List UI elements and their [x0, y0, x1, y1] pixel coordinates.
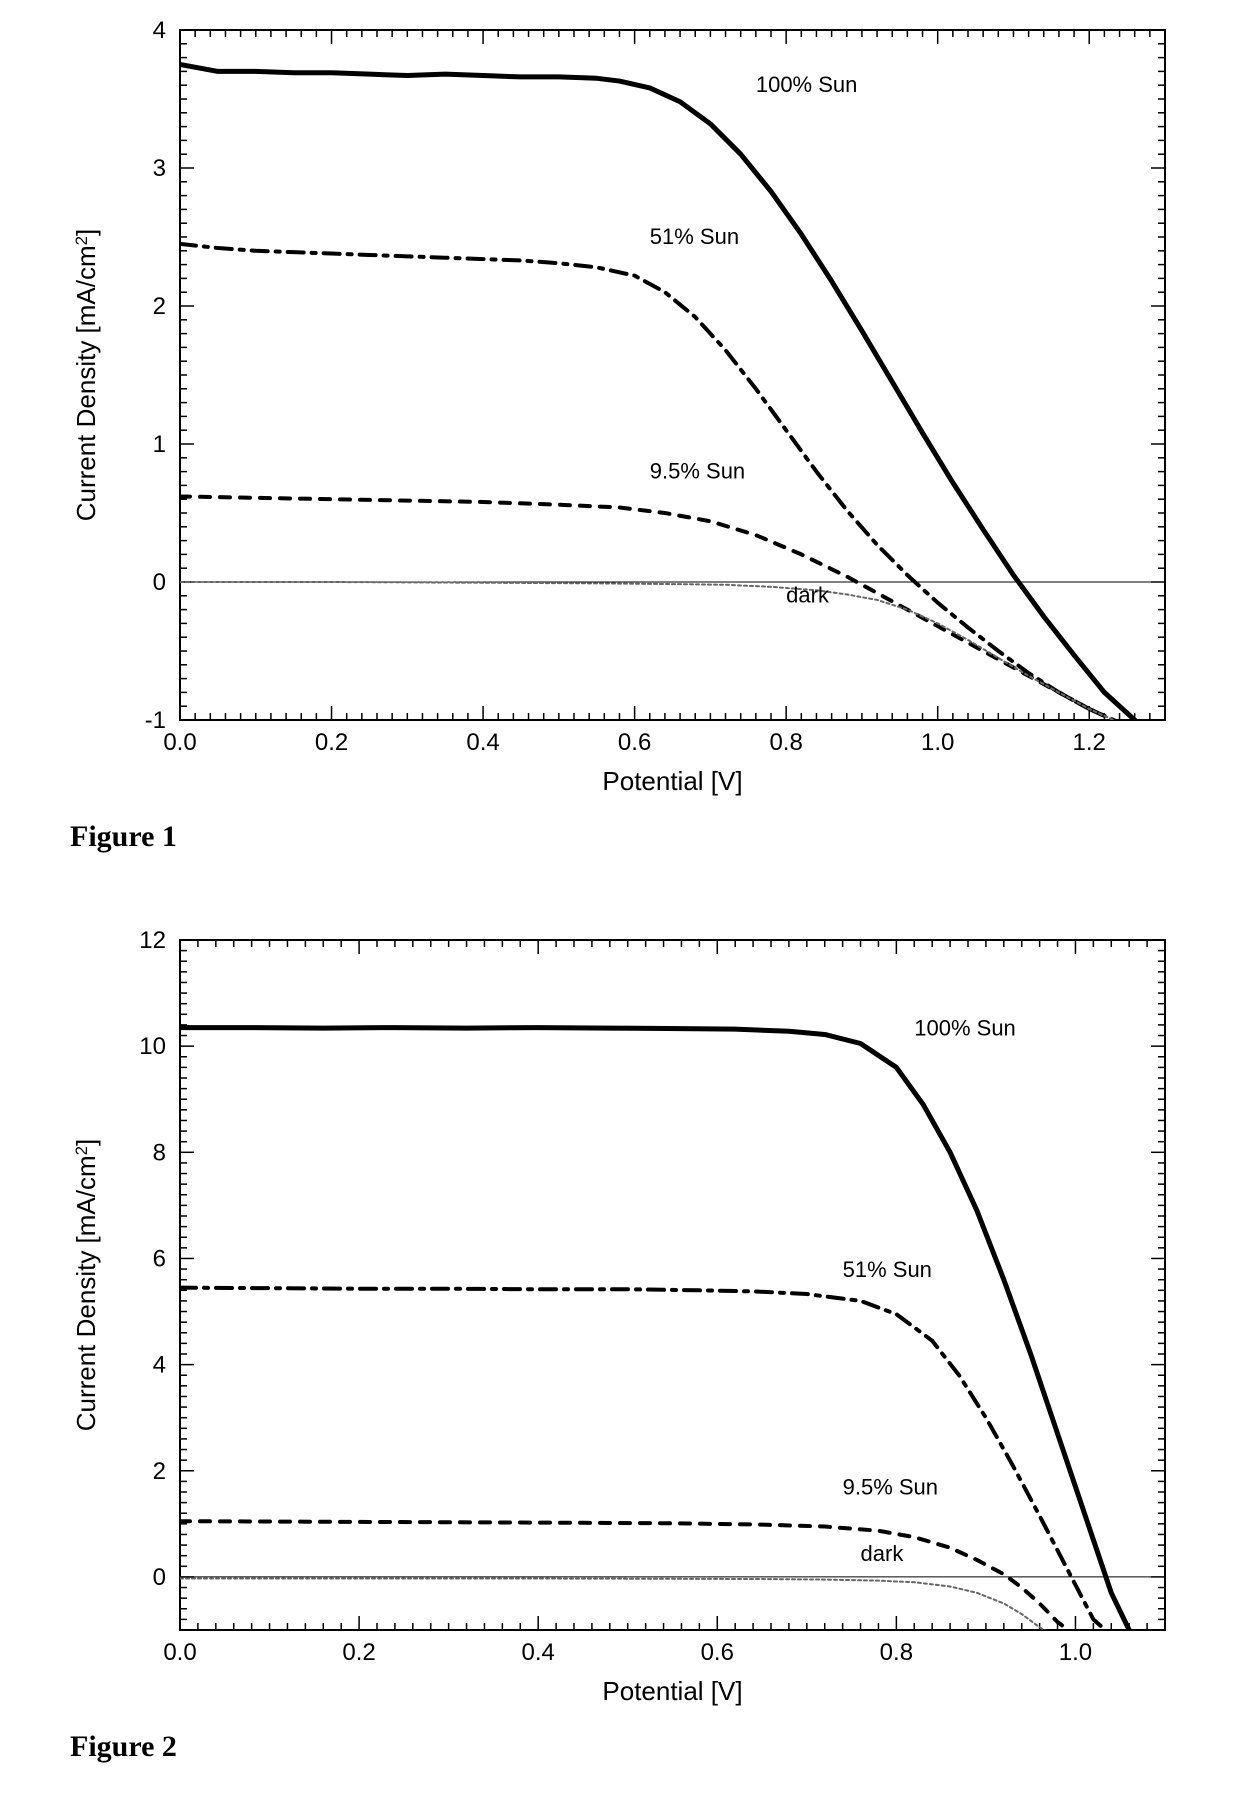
svg-text:1: 1 [153, 431, 166, 458]
svg-text:Potential [V]: Potential [V] [602, 1676, 742, 1706]
svg-text:0.8: 0.8 [769, 729, 802, 756]
svg-text:0: 0 [153, 1564, 166, 1591]
figure-1-block: 0.0 0.2 0.4 0.6 0.8 1.0 1.2 -1 0 1 2 3 4 Potential [V… [0, 0, 1240, 854]
svg-text:9.5% Sun: 9.5% Sun [843, 1475, 938, 1500]
figure-2-chart: 0.0 0.2 0.4 0.6 0.8 1.0 0 2 4 6 8 10 12 Potential [V]… [0, 910, 1240, 1720]
svg-text:0.4: 0.4 [466, 729, 499, 756]
svg-text:0.2: 0.2 [342, 1639, 375, 1666]
page: { "layout": { "page_width": 1240, "page_… [0, 0, 1240, 1818]
svg-text:0.2: 0.2 [315, 729, 348, 756]
svg-text:1.0: 1.0 [921, 729, 954, 756]
figure-2-block: 0.0 0.2 0.4 0.6 0.8 1.0 0 2 4 6 8 10 12 Potential [V]… [0, 910, 1240, 1764]
svg-text:4: 4 [153, 17, 166, 44]
svg-text:2: 2 [153, 1458, 166, 1485]
svg-text:Current Density [mA/cm2]: Current Density [mA/cm2] [71, 229, 101, 522]
svg-text:0.0: 0.0 [163, 729, 196, 756]
svg-text:0.4: 0.4 [521, 1639, 554, 1666]
svg-text:-1: -1 [145, 707, 166, 734]
svg-text:0.0: 0.0 [163, 1639, 196, 1666]
svg-text:2: 2 [153, 293, 166, 320]
svg-text:dark: dark [786, 583, 830, 608]
svg-text:51% Sun: 51% Sun [650, 224, 739, 249]
svg-text:1.0: 1.0 [1059, 1639, 1092, 1666]
svg-text:dark: dark [861, 1541, 905, 1566]
figure-1-chart: 0.0 0.2 0.4 0.6 0.8 1.0 1.2 -1 0 1 2 3 4 Potential [V… [0, 0, 1240, 810]
svg-text:12: 12 [139, 927, 166, 954]
svg-text:1.2: 1.2 [1073, 729, 1106, 756]
svg-text:100% Sun: 100% Sun [914, 1016, 1016, 1041]
svg-text:Current Density [mA/cm2]: Current Density [mA/cm2] [71, 1139, 101, 1432]
svg-text:51% Sun: 51% Sun [843, 1257, 932, 1282]
svg-text:0.8: 0.8 [880, 1639, 913, 1666]
svg-text:4: 4 [153, 1352, 166, 1379]
svg-text:3: 3 [153, 155, 166, 182]
svg-text:Potential [V]: Potential [V] [602, 766, 742, 796]
svg-text:8: 8 [153, 1139, 166, 1166]
figure-1-caption: Figure 1 [0, 810, 1240, 854]
svg-text:100% Sun: 100% Sun [756, 72, 858, 97]
svg-text:6: 6 [153, 1245, 166, 1272]
figure-2-caption: Figure 2 [0, 1720, 1240, 1764]
svg-text:0: 0 [153, 569, 166, 596]
svg-text:10: 10 [139, 1033, 166, 1060]
svg-text:0.6: 0.6 [701, 1639, 734, 1666]
svg-text:0.6: 0.6 [618, 729, 651, 756]
svg-text:9.5% Sun: 9.5% Sun [650, 459, 745, 484]
